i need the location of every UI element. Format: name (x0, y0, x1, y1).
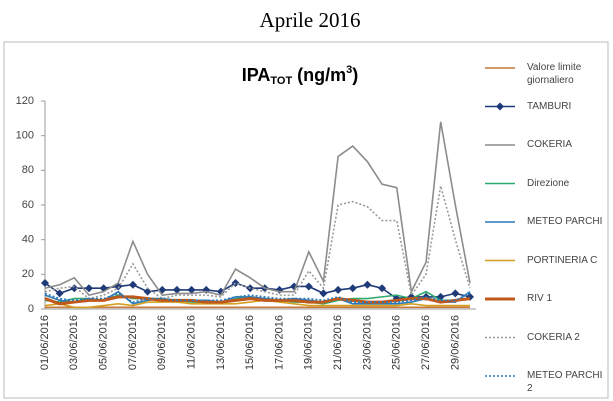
point-marker (41, 279, 49, 287)
x-tick-label: 27/06/2016 (420, 315, 432, 370)
y-tick-label: 80 (22, 164, 34, 176)
y-tick-label: 120 (16, 95, 34, 107)
x-tick-label: 03/06/2016 (68, 315, 80, 370)
point-marker (216, 287, 225, 296)
x-tick-label: 17/06/2016 (273, 315, 285, 370)
x-tick-label: 13/06/2016 (215, 315, 227, 370)
point-marker (231, 279, 240, 287)
x-tick-label: 01/06/2016 (39, 315, 51, 370)
x-tick-label: 23/06/2016 (361, 315, 373, 370)
y-tick-label: 100 (16, 130, 34, 142)
title-part: 3 (346, 64, 352, 76)
y-tick-label: 20 (22, 268, 34, 280)
x-tick-label: 07/06/2016 (127, 315, 139, 370)
point-marker (187, 285, 196, 294)
y-tick-label: 40 (22, 234, 34, 246)
title-part: TOT (270, 75, 292, 87)
legend-label: METEO PARCHI (527, 216, 603, 227)
point-marker (172, 285, 181, 294)
x-tick-label: 21/06/2016 (332, 315, 344, 370)
point-marker (348, 284, 357, 293)
x-tick-label: 11/06/2016 (185, 315, 197, 369)
chart-title: IPATOT (ng/m3) (242, 64, 359, 87)
point-marker (143, 287, 152, 296)
x-tick-label: 19/06/2016 (303, 315, 315, 370)
x-tick-label: 29/06/2016 (449, 315, 461, 370)
series-line (44, 292, 471, 303)
legend-label: Valore limite giornaliero (527, 62, 582, 86)
y-tick-label: 60 (22, 199, 34, 211)
x-tick-label: 15/06/2016 (244, 315, 256, 370)
point-marker (84, 284, 93, 293)
x-tick-label: 25/06/2016 (391, 315, 403, 370)
point-marker (70, 284, 79, 293)
title-part: IPA (242, 65, 271, 85)
series-line (44, 121, 471, 297)
series-line (44, 185, 471, 300)
series-line (44, 290, 471, 305)
legend-label: RIV 1 (527, 293, 553, 304)
point-marker (363, 280, 372, 289)
point-marker (451, 289, 460, 298)
point-marker (275, 285, 284, 294)
legend-label: PORTINERIA C (527, 254, 598, 266)
legend-label: TAMBURI (527, 100, 572, 112)
point-marker (304, 282, 313, 291)
point-marker (55, 289, 64, 298)
heading: Aprile 2016 (260, 8, 361, 32)
x-tick-label: 05/06/2016 (98, 315, 110, 370)
legend-marker (496, 102, 504, 111)
point-marker (319, 289, 328, 298)
x-tick-label: 09/06/2016 (156, 315, 168, 370)
point-marker (334, 285, 343, 294)
point-marker (128, 280, 137, 289)
chart-frame (3, 41, 609, 399)
legend-label: METEO PARCHI 2 (527, 370, 603, 394)
series-line (44, 295, 471, 306)
legend-label: COKERIA (527, 139, 573, 150)
series-line (44, 299, 470, 309)
point-marker (378, 284, 387, 293)
legend-label: Direzione (527, 177, 570, 189)
title-part: ) (352, 65, 358, 85)
legend-label: COKERIA 2 (527, 331, 580, 343)
title-part: (ng/m (292, 65, 346, 85)
y-tick-label: 0 (28, 303, 34, 315)
